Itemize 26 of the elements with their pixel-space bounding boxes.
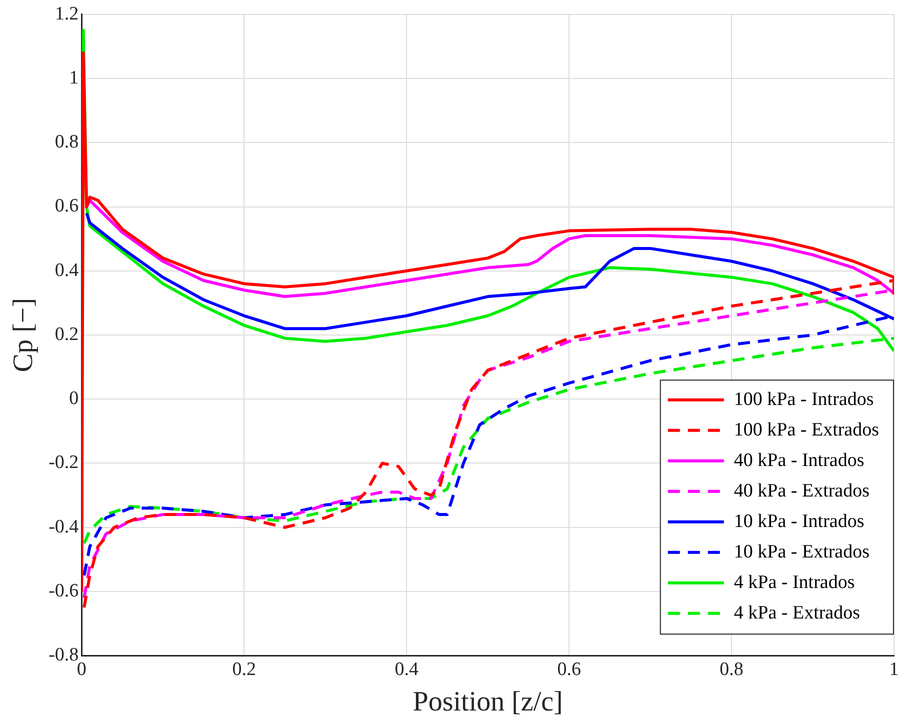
x-axis-title: Position [z/c]: [412, 686, 563, 718]
x-tick-label: 0.2: [232, 658, 256, 680]
legend-label: 4 kPa - Intrados: [734, 572, 855, 593]
y-tick-label: 1: [69, 68, 79, 89]
legend-label: 100 kPa - Intrados: [734, 388, 874, 410]
y-tick-label: 0: [69, 388, 79, 410]
y-tick-label: -0.8: [48, 644, 79, 666]
legend-label: 10 kPa - Extrados: [734, 541, 870, 562]
y-tick-label: 1.2: [54, 3, 79, 24]
legend-label: 100 kPa - Extrados: [734, 419, 880, 440]
y-tick-label: 0.4: [54, 260, 80, 281]
legend-label: 4 kPa - Extrados: [734, 602, 860, 624]
legend-label: 10 kPa - Intrados: [734, 510, 864, 532]
legend-label: 40 kPa - Intrados: [734, 450, 864, 471]
y-axis-title: Cp [−]: [8, 298, 40, 372]
x-tick-label: 1: [889, 658, 899, 680]
y-tick-label: -0.2: [48, 452, 79, 474]
y-tick-label: -0.6: [48, 580, 79, 602]
y-tick-label: 0.2: [54, 324, 79, 345]
x-tick-label: 0.8: [720, 658, 744, 680]
legend-label: 40 kPa - Extrados: [734, 480, 870, 502]
y-tick-label: 0.6: [54, 196, 79, 217]
x-tick-label: 0.4: [394, 658, 419, 680]
x-tick-label: 0.6: [557, 658, 581, 680]
y-tick-label: 0.8: [54, 132, 79, 153]
y-tick-label: -0.4: [48, 516, 80, 538]
